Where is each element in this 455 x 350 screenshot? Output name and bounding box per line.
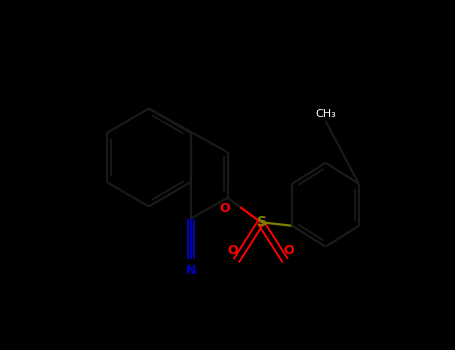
Text: O: O [220, 202, 230, 215]
Text: CH₃: CH₃ [315, 109, 336, 119]
Text: O: O [228, 244, 238, 257]
Text: S: S [258, 215, 268, 229]
Text: O: O [283, 244, 294, 257]
Text: N: N [186, 264, 196, 277]
